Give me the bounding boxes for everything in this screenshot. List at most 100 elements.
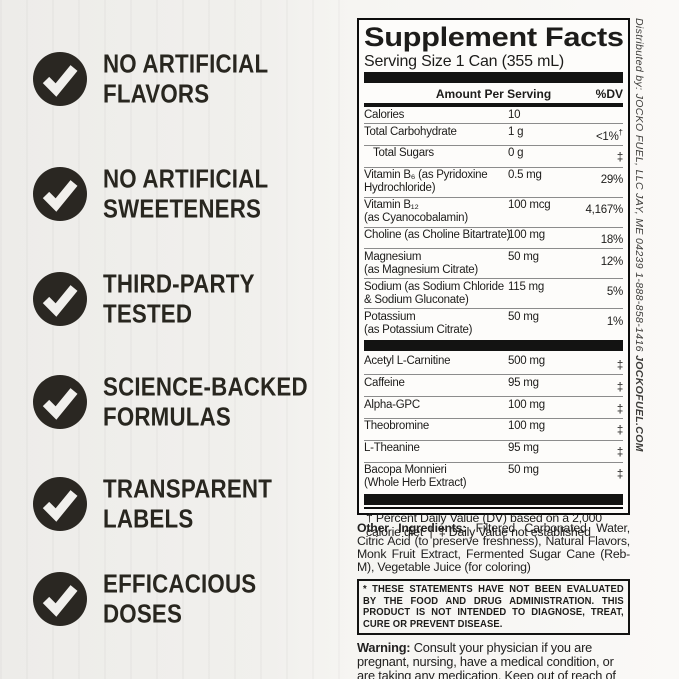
- table-row: Caffeine 95 mg ‡: [364, 375, 623, 398]
- checklist-item-label: NO ARTIFICIAL FLAVORS: [103, 48, 269, 109]
- check-icon: [33, 572, 87, 626]
- checklist-item: NO ARTIFICIAL FLAVORS: [33, 48, 345, 109]
- column-header-dv: %DV: [595, 87, 623, 101]
- table-row: Total Sugars 0 g ‡: [364, 146, 623, 168]
- table-row: Total Carbohydrate 1 g <1%†: [364, 124, 623, 146]
- row-amount: 10: [508, 108, 521, 121]
- row-name: Calories: [364, 108, 405, 121]
- footnote-line: † Percent Daily Value (DV) based on a 2,…: [366, 510, 602, 525]
- distributor-text: Distributed by: JOCKO FUEL, LLC JAY, ME …: [633, 18, 645, 356]
- footnote-line: calorie diet | ‡ Daily Value not establi…: [366, 525, 591, 540]
- row-amount: 100 mg: [508, 420, 545, 433]
- checklist-item-label: NO ARTIFICIAL SWEETENERS: [103, 163, 269, 224]
- row-name: Potassium (as Potassium Citrate): [364, 310, 473, 336]
- row-dv: ‡: [616, 425, 623, 438]
- checklist-item: TRANSPARENT LABELS: [33, 473, 345, 534]
- table-row: Vitamin B₆ (as Pyridoxine Hydrochloride)…: [364, 168, 623, 198]
- row-amount: 100 mg: [508, 229, 545, 242]
- row-dv: ‡: [616, 468, 623, 481]
- checklist-item: EFFICACIOUS DOSES: [33, 568, 345, 629]
- row-dv: ‡: [616, 403, 623, 416]
- row-amount: 95 mg: [508, 376, 539, 389]
- row-name: Total Sugars: [373, 147, 434, 160]
- supplement-facts-panel: Supplement Facts Serving Size 1 Can (355…: [357, 18, 630, 539]
- fda-disclaimer-box: * THESE STATEMENTS HAVE NOT BEEN EVALUAT…: [357, 579, 630, 635]
- checklist-item: SCIENCE-BACKED FORMULAS: [33, 372, 345, 431]
- row-name: Sodium (as Sodium Chloride & Sodium Gluc…: [364, 280, 504, 306]
- section-divider-bar: [364, 340, 623, 352]
- table-row: Calories 10: [364, 107, 623, 124]
- row-dv: 29%: [600, 173, 624, 186]
- row-name: Theobromine: [364, 420, 430, 433]
- row-name: Choline (as Choline Bitartrate): [364, 229, 511, 242]
- row-name: Caffeine: [364, 376, 405, 389]
- supplement-rows: Acetyl L-Carnitine 500 mg ‡ Caffeine 95 …: [364, 353, 623, 491]
- check-icon: [33, 375, 87, 429]
- table-row: Choline (as Choline Bitartrate) 100 mg 1…: [364, 228, 623, 250]
- check-icon: [33, 52, 87, 106]
- row-amount: 0.5 mg: [508, 169, 542, 182]
- row-dv: 18%: [600, 233, 624, 246]
- checklist-item-label: EFFICACIOUS DOSES: [103, 568, 257, 629]
- section-divider-bar: [364, 493, 623, 505]
- serving-size: Serving Size 1 Can (355 mL): [364, 53, 565, 70]
- table-row: Acetyl L-Carnitine 500 mg ‡: [364, 353, 623, 376]
- row-dv: ‡: [616, 152, 623, 165]
- row-name: Vitamin B₁₂ (as Cyanocobalamin): [364, 199, 468, 225]
- row-amount: 50 mg: [508, 464, 539, 477]
- table-row: Theobromine 100 mg ‡: [364, 419, 623, 441]
- row-amount: 100 mg: [508, 398, 545, 411]
- checklist-item: NO ARTIFICIAL SWEETENERS: [33, 163, 345, 224]
- row-amount: 500 mg: [508, 354, 545, 367]
- row-name: L-Theanine: [364, 442, 420, 455]
- section-divider-bar: [364, 72, 623, 83]
- table-row: Magnesium (as Magnesium Citrate) 50 mg 1…: [364, 249, 624, 280]
- row-dv: <1%†: [595, 127, 623, 143]
- warning-text: Warning: Consult your physician if you a…: [357, 641, 630, 679]
- table-row: Sodium (as Sodium Chloride & Sodium Gluc…: [364, 279, 623, 310]
- other-ingredients: Other Ingredients: Filtered Carbonated W…: [357, 522, 630, 574]
- row-name: Bacopa Monnieri (Whole Herb Extract): [364, 464, 467, 490]
- row-dv: ‡: [616, 381, 623, 394]
- row-name: Total Carbohydrate: [364, 125, 457, 138]
- checklist-item-label: TRANSPARENT LABELS: [103, 473, 273, 534]
- row-name: Alpha-GPC: [364, 398, 420, 411]
- warning-body: Consult your physician if you are pregna…: [357, 640, 616, 679]
- header-rule: [364, 103, 623, 107]
- row-dv: 12%: [600, 255, 624, 268]
- warning-label: Warning:: [357, 640, 411, 655]
- column-header-amount: Amount Per Serving: [435, 87, 552, 101]
- table-row: Alpha-GPC 100 mg ‡: [364, 397, 623, 419]
- row-name: Magnesium (as Magnesium Citrate): [364, 250, 479, 276]
- row-dv: 1%: [606, 315, 623, 328]
- distributor-brand: JOCKOFUEL.COM: [633, 355, 645, 452]
- table-row: Vitamin B₁₂ (as Cyanocobalamin) 100 mcg …: [364, 198, 623, 228]
- table-column-headers: Amount Per Serving %DV: [364, 85, 623, 103]
- benefits-checklist: NO ARTIFICIAL FLAVORS NO ARTIFICIAL SWEE…: [33, 48, 345, 629]
- row-amount: 115 mg: [508, 280, 545, 293]
- row-amount: 95 mg: [508, 442, 539, 455]
- fda-disclaimer-text: * THESE STATEMENTS HAVE NOT BEEN EVALUAT…: [363, 584, 624, 630]
- nutrient-rows: Calories 10 Total Carbohydrate 1 g <1%† …: [364, 107, 623, 338]
- row-amount: 0 g: [508, 147, 524, 160]
- row-name: Vitamin B₆ (as Pyridoxine Hydrochloride): [364, 169, 488, 195]
- row-dv: ‡: [616, 447, 623, 460]
- row-amount: 100 mcg: [508, 199, 551, 212]
- row-dv: 4,167%: [585, 203, 623, 216]
- table-row: L-Theanine 95 mg ‡: [364, 441, 623, 463]
- checklist-item: THIRD-PARTY TESTED: [33, 268, 345, 329]
- other-ingredients-text: Filtered Carbonated Water, Citric Acid (…: [357, 521, 630, 574]
- checklist-item-label: THIRD-PARTY TESTED: [103, 268, 255, 329]
- row-dv: 5%: [606, 285, 623, 298]
- row-amount: 1 g: [508, 125, 524, 138]
- check-icon: [33, 272, 87, 326]
- row-amount: 50 mg: [508, 250, 539, 263]
- row-amount: 50 mg: [508, 310, 539, 323]
- check-icon: [33, 167, 87, 221]
- panel-title: Supplement Facts: [364, 22, 624, 52]
- row-name: Acetyl L-Carnitine: [364, 354, 451, 367]
- table-row: Bacopa Monnieri (Whole Herb Extract) 50 …: [364, 463, 623, 492]
- row-dv: ‡: [616, 359, 623, 372]
- other-ingredients-label: Other Ingredients:: [357, 521, 467, 535]
